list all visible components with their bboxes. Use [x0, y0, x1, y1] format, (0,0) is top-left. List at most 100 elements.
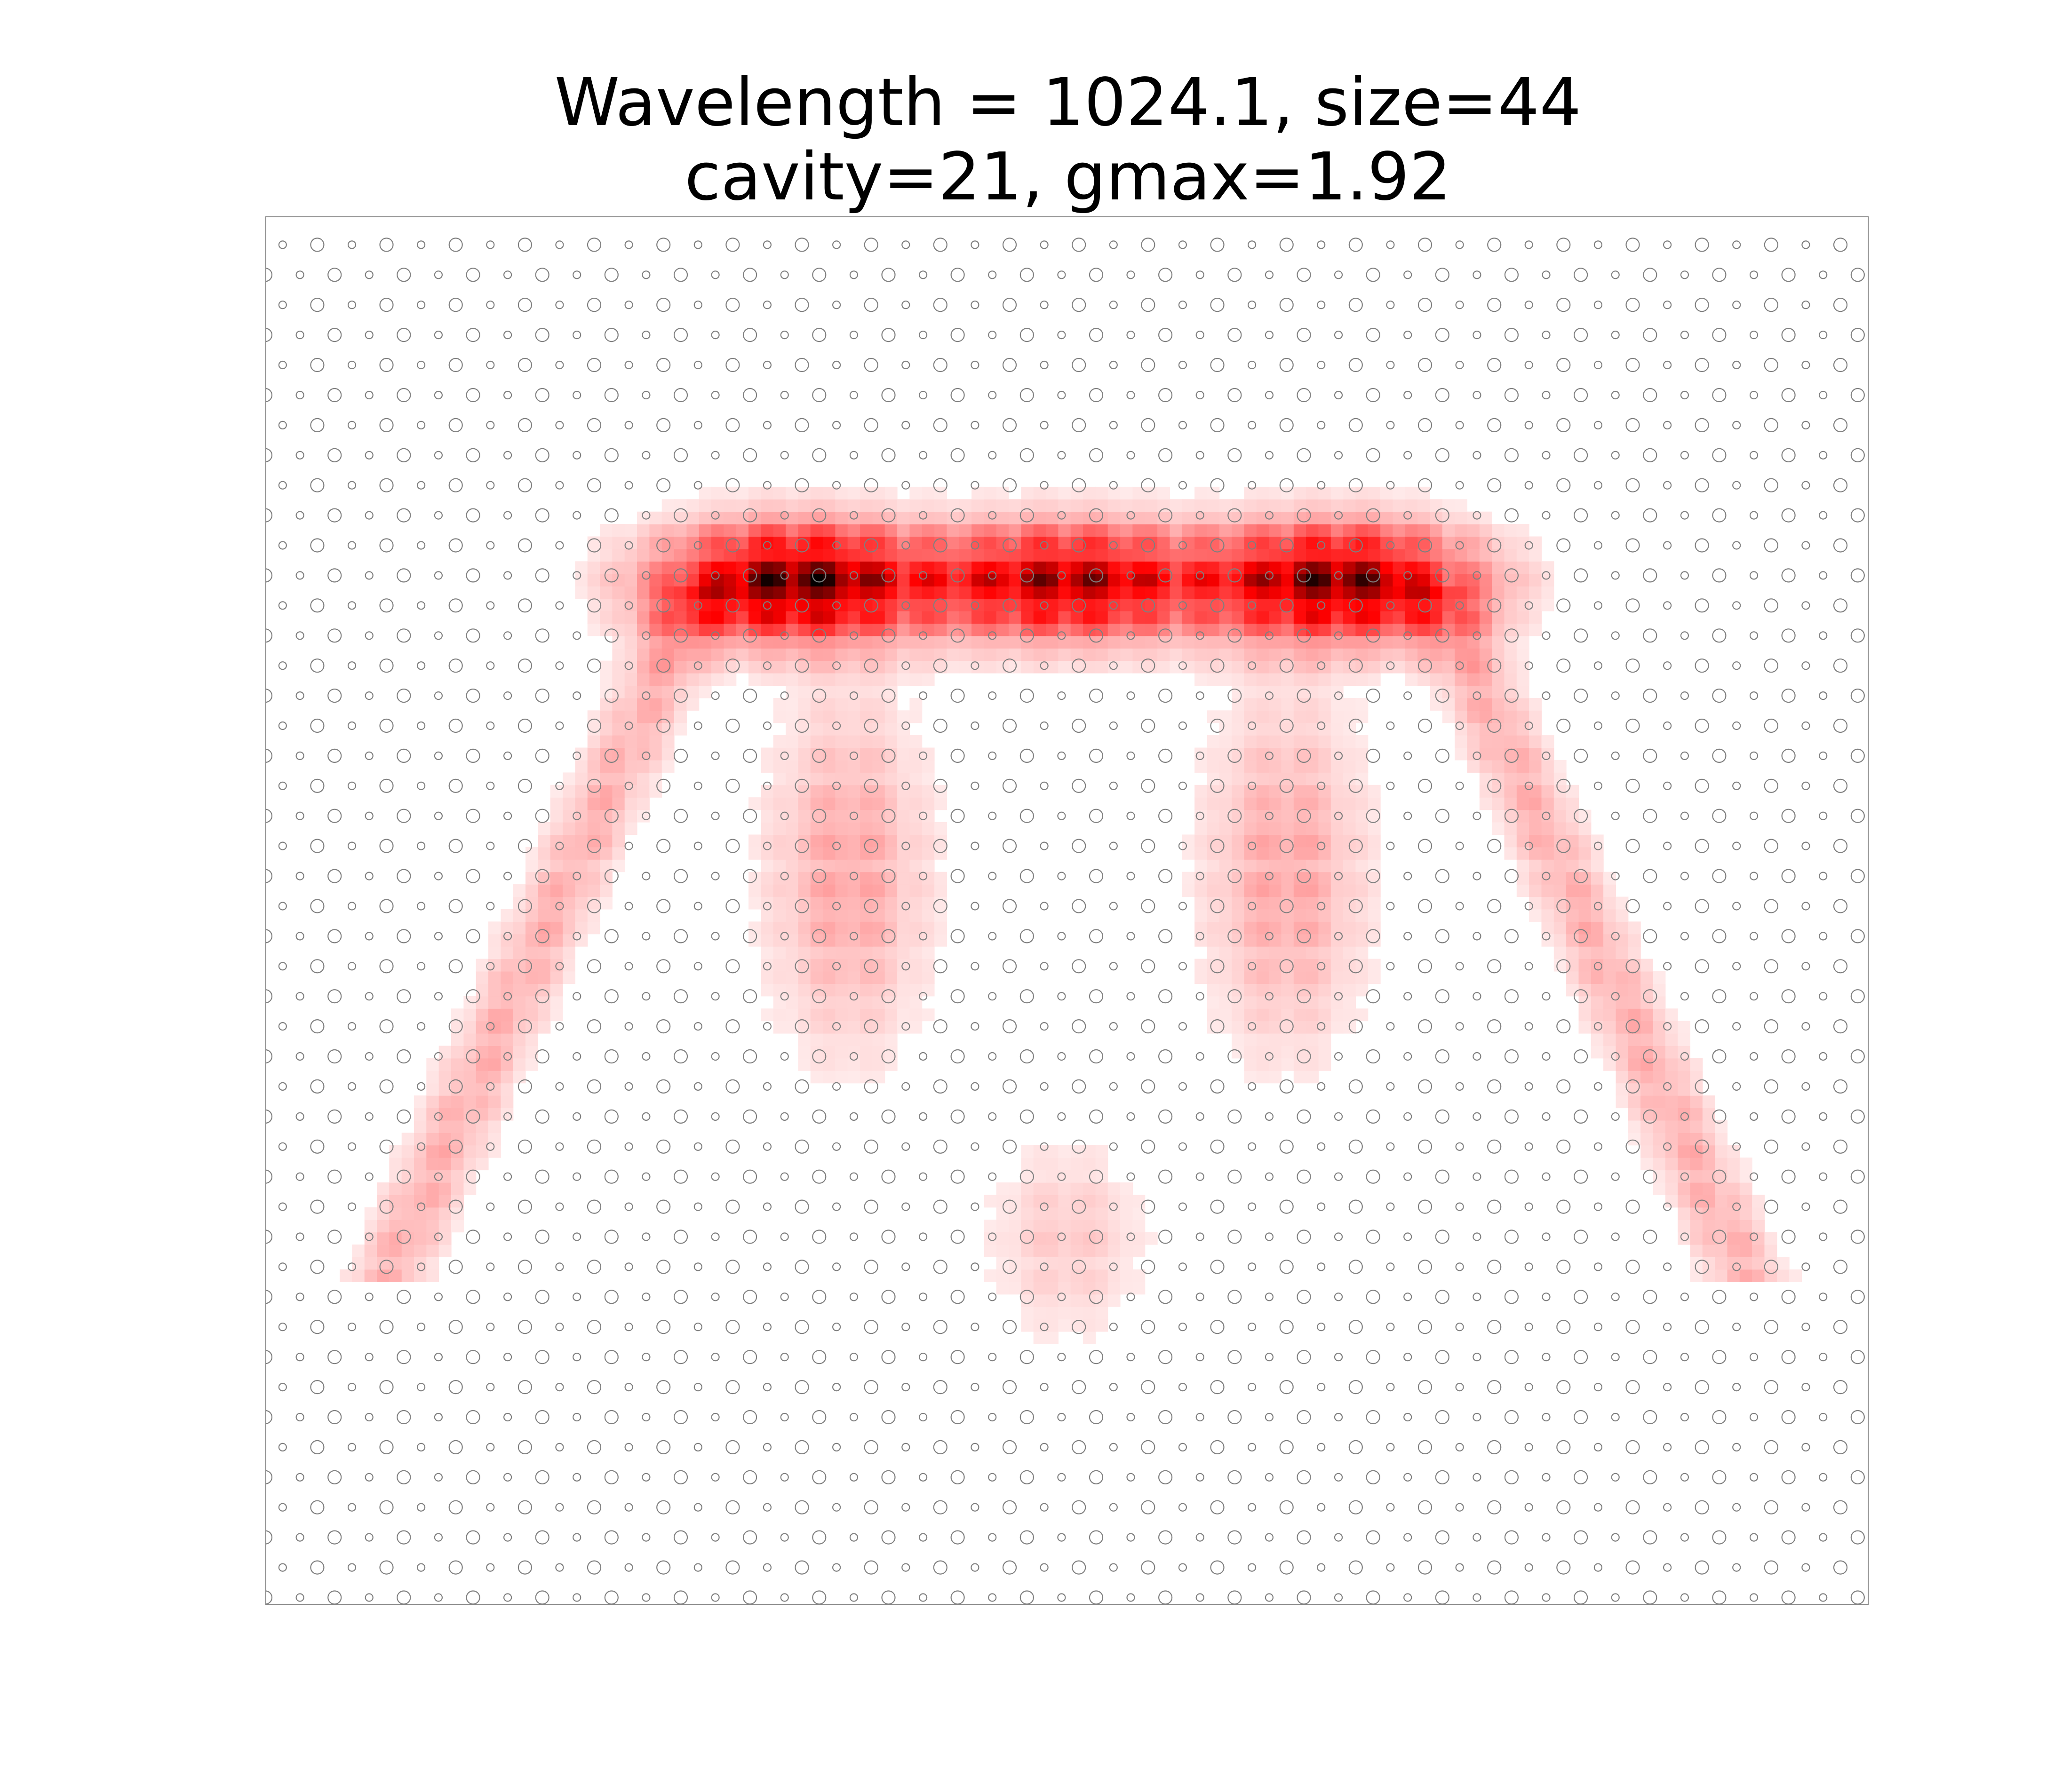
field-pixel	[835, 648, 848, 661]
lattice-hole-small	[1334, 1473, 1343, 1482]
field-pixel	[1194, 524, 1207, 537]
field-pixel	[1207, 1008, 1220, 1022]
field-pixel	[1256, 1058, 1269, 1071]
field-pixel	[661, 735, 675, 748]
field-pixel	[1046, 1269, 1059, 1282]
lattice-hole-small	[1819, 1052, 1828, 1061]
field-pixel	[1232, 648, 1244, 661]
field-pixel	[1256, 623, 1269, 636]
field-pixel	[1529, 872, 1542, 885]
lattice-hole-large	[379, 1500, 394, 1514]
lattice-hole-large	[1158, 1530, 1173, 1545]
field-pixel	[637, 772, 650, 785]
lattice-hole-small	[693, 1022, 702, 1031]
field-pixel	[649, 611, 662, 624]
lattice-hole-small	[434, 1412, 443, 1422]
field-pixel	[1256, 486, 1269, 500]
field-pixel	[1157, 486, 1170, 500]
lattice-hole-small	[1455, 541, 1464, 550]
field-pixel	[637, 760, 650, 773]
lattice-hole-small	[1542, 691, 1551, 700]
lattice-hole-large	[1417, 357, 1433, 373]
field-pixel	[1058, 660, 1071, 674]
lattice-hole-small	[780, 511, 789, 520]
field-pixel	[860, 635, 873, 649]
field-pixel	[897, 971, 910, 984]
field-pixel	[1033, 1220, 1046, 1233]
lattice-hole-small	[1455, 902, 1464, 911]
lattice-hole-large	[397, 1410, 411, 1425]
lattice-hole-large	[1019, 388, 1034, 403]
field-pixel	[699, 673, 712, 686]
lattice-hole-large	[466, 1049, 480, 1064]
field-pixel	[1219, 884, 1232, 897]
lattice-hole-small	[1057, 992, 1066, 1001]
lattice-hole-small	[1126, 1593, 1135, 1602]
field-pixel	[1553, 834, 1567, 848]
field-pixel	[1516, 573, 1529, 587]
lattice-hole-small	[1819, 390, 1828, 400]
field-pixel	[674, 536, 687, 549]
field-pixel	[1293, 536, 1306, 549]
lattice-hole-large	[265, 689, 273, 703]
field-pixel	[1417, 573, 1430, 587]
lattice-hole-small	[693, 1323, 702, 1332]
field-pixel	[1467, 586, 1480, 599]
lattice-hole-large	[397, 1049, 411, 1064]
lattice-hole-small	[780, 1593, 789, 1602]
field-pixel	[1046, 1170, 1059, 1183]
lattice-hole-small	[1455, 721, 1464, 730]
lattice-hole-small	[1593, 1022, 1602, 1031]
field-pixel	[1194, 884, 1207, 897]
lattice-hole-small	[918, 1353, 928, 1362]
field-pixel	[1182, 834, 1195, 848]
field-pixel	[1083, 1158, 1096, 1171]
lattice-hole-small	[1403, 1292, 1412, 1301]
lattice-hole-small	[365, 571, 374, 580]
field-pixel	[1640, 1021, 1653, 1034]
field-pixel	[1653, 1033, 1666, 1046]
field-pixel	[674, 648, 687, 661]
field-pixel	[934, 623, 947, 636]
lattice-hole-small	[988, 331, 997, 340]
lattice-hole-large	[1695, 778, 1709, 793]
field-pixel	[823, 648, 836, 661]
lattice-hole-small	[278, 1383, 287, 1392]
lattice-hole-large	[950, 1169, 965, 1184]
lattice-hole-large	[1435, 328, 1449, 342]
lattice-hole-large	[1781, 1410, 1796, 1425]
lattice-hole-small	[763, 420, 772, 429]
field-pixel	[1021, 1195, 1034, 1208]
lattice-hole-small	[555, 360, 564, 370]
lattice-hole-small	[711, 1412, 720, 1422]
field-pixel	[1467, 648, 1480, 661]
lattice-hole-large	[1141, 357, 1155, 373]
lattice-hole-large	[1019, 1229, 1034, 1244]
field-pixel	[1293, 1058, 1306, 1071]
field-pixel	[1616, 934, 1629, 947]
lattice-hole-large	[725, 1500, 740, 1514]
field-pixel	[1293, 772, 1306, 785]
field-pixel	[1566, 884, 1579, 897]
field-pixel	[1330, 1021, 1344, 1034]
field-pixel	[1678, 1033, 1690, 1046]
lattice-hole-small	[365, 751, 374, 761]
field-pixel	[724, 548, 737, 562]
field-pixel	[1330, 909, 1344, 922]
lattice-hole-large	[535, 568, 549, 583]
field-pixel	[587, 561, 600, 574]
field-pixel	[1368, 884, 1381, 897]
lattice-hole-large	[1019, 1049, 1034, 1064]
lattice-hole-large	[1487, 899, 1502, 913]
lattice-hole-large	[1504, 1350, 1519, 1364]
lattice-hole-large	[1435, 929, 1449, 944]
field-pixel	[1330, 722, 1344, 736]
lattice-hole-small	[849, 1593, 859, 1602]
lattice-hole-small	[573, 691, 581, 700]
lattice-hole-small	[1178, 1443, 1187, 1451]
lattice-hole-small	[1109, 1262, 1118, 1271]
lattice-hole-large	[1643, 1169, 1657, 1184]
field-pixel	[860, 698, 873, 711]
field-pixel	[798, 847, 811, 860]
field-pixel	[624, 710, 637, 723]
